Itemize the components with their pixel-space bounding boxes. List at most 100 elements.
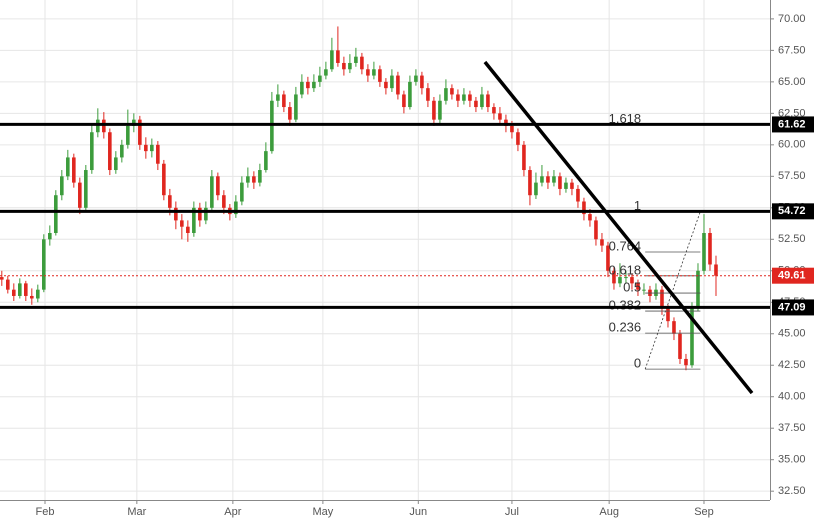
price-label: 49.61 [778,270,806,282]
candle-body [462,94,466,101]
candle-body [120,144,124,158]
y-tick-label: 65.00 [778,76,806,88]
candle-body [576,188,580,202]
candle-body [156,144,160,164]
candle-body [558,176,562,189]
price-badge [772,267,814,284]
x-tick-label: May [312,506,333,518]
candle-body [288,107,292,120]
candle-body [666,308,670,322]
x-tick-label: Jul [505,506,519,518]
candle-body [18,283,22,296]
candle-body [336,50,340,63]
candle-body [36,289,40,299]
candle-body [636,283,640,290]
candle-body [294,94,298,120]
candle-body [60,176,64,196]
x-tick-label: Feb [36,506,55,518]
candle-body [384,81,388,89]
candle-body [348,62,352,70]
candle-body [552,176,556,183]
candle-body [198,207,202,221]
level-label: 47.09 [778,301,806,313]
candle-body [216,176,220,196]
y-tick-label: 32.50 [778,485,806,497]
candle-body [672,321,676,334]
y-tick-label: 45.00 [778,328,806,340]
candle-body [324,69,328,76]
candle-body [492,107,496,114]
trendline [483,60,754,395]
candle-body [696,270,700,309]
candle-body [450,88,454,95]
candle-body [378,69,382,82]
candle-body [132,119,136,126]
candle-body [30,295,34,299]
y-tick-label: 57.50 [778,170,806,182]
candle-body [606,245,610,271]
y-tick-label: 62.50 [778,107,806,119]
candle-body [342,62,346,70]
candle-body [330,50,334,70]
candle-body [162,163,166,196]
candle-body [180,220,184,227]
y-tick-label: 35.00 [778,454,806,466]
candle-body [678,333,682,359]
candle-body [546,176,550,183]
candle-body [594,220,598,240]
y-tick-label: 70.00 [778,13,806,25]
candle-body [42,239,46,290]
candle-body [126,125,130,145]
candle-body [222,195,226,208]
candle-body [360,56,364,70]
candle-body [168,195,172,208]
candle-body [564,182,568,189]
candle-body [246,176,250,183]
candle-body [258,170,262,183]
candle-body [522,144,526,171]
level-badge [772,116,814,133]
candle-body [84,170,88,208]
candle-body [144,144,148,152]
candle-body [318,75,322,82]
candle-body [306,81,310,89]
candle-body [474,100,478,108]
candle-body [78,182,82,208]
candle-body [138,119,142,145]
candle-body [630,277,634,284]
candle-body [6,279,10,290]
candle-body [390,75,394,89]
candle-body [642,289,646,291]
candle-body [96,119,100,133]
candle-body [276,94,280,101]
candle-body [354,56,358,63]
candle-body [270,100,274,152]
candle-body [12,289,16,296]
candle-body [660,289,664,309]
candle-body [396,75,400,95]
candle-body [252,176,256,183]
candle-body [684,358,688,366]
fib-label: 0.618 [609,262,642,277]
candle-body [234,201,238,215]
fib-label: 0.764 [609,238,642,253]
candle-body [708,232,712,265]
candle-body [150,144,154,152]
candle-body [438,100,442,120]
candle-body [408,81,412,108]
candle-body [0,277,4,280]
level-badge [772,203,814,220]
candle-body [90,132,94,171]
candle-body [366,69,370,76]
candle-body [618,277,622,284]
y-tick-label: 37.50 [778,422,806,434]
candle-body [204,207,208,221]
candle-body [24,283,28,296]
candle-body [240,182,244,202]
x-tick-label: Jun [409,506,427,518]
y-tick-label: 42.50 [778,359,806,371]
candle-body [300,81,304,95]
candle-body [600,239,604,246]
candle-body [486,94,490,108]
